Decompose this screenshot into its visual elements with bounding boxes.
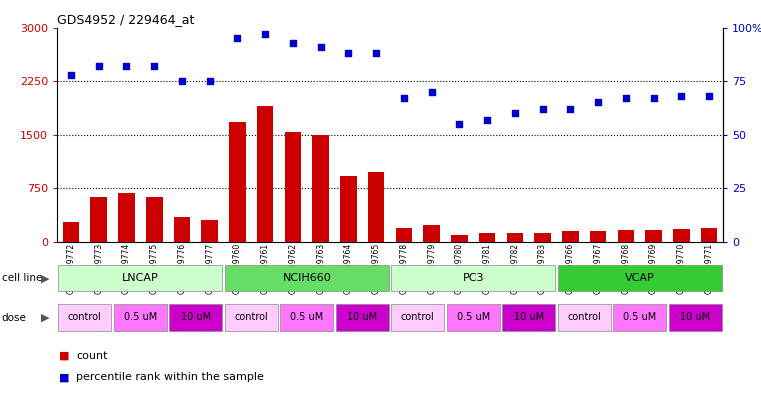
Text: 10 uM: 10 uM <box>514 312 544 322</box>
Text: 10 uM: 10 uM <box>347 312 377 322</box>
Bar <box>645 230 662 242</box>
Point <box>148 63 161 69</box>
Point <box>648 95 660 101</box>
Bar <box>451 235 468 242</box>
Bar <box>202 220 218 242</box>
Bar <box>617 230 634 242</box>
Bar <box>507 233 523 242</box>
Text: 0.5 uM: 0.5 uM <box>124 312 157 322</box>
Bar <box>118 193 135 242</box>
Text: cell line: cell line <box>2 273 42 283</box>
Point <box>592 99 604 106</box>
Point <box>231 35 244 41</box>
Point <box>176 78 188 84</box>
Bar <box>256 106 273 242</box>
Point <box>564 106 576 112</box>
Text: PC3: PC3 <box>463 273 484 283</box>
FancyBboxPatch shape <box>391 265 555 291</box>
Point <box>342 50 355 56</box>
Text: ▶: ▶ <box>41 312 50 323</box>
Point <box>259 31 271 37</box>
Point <box>398 95 410 101</box>
Point <box>425 88 438 95</box>
Point <box>537 106 549 112</box>
Text: 0.5 uM: 0.5 uM <box>623 312 656 322</box>
Text: count: count <box>76 351 107 361</box>
Bar <box>423 225 440 242</box>
Text: GDS4952 / 229464_at: GDS4952 / 229464_at <box>57 13 195 26</box>
FancyBboxPatch shape <box>59 265 222 291</box>
Point <box>93 63 105 69</box>
FancyBboxPatch shape <box>391 304 444 331</box>
Text: LNCAP: LNCAP <box>122 273 159 283</box>
Text: control: control <box>401 312 435 322</box>
Text: ■: ■ <box>59 351 70 361</box>
FancyBboxPatch shape <box>447 304 500 331</box>
FancyBboxPatch shape <box>225 304 278 331</box>
Point <box>454 121 466 127</box>
Bar <box>312 135 329 242</box>
Bar <box>174 217 190 242</box>
Text: 10 uM: 10 uM <box>680 312 710 322</box>
Point <box>509 110 521 116</box>
Bar <box>340 176 357 242</box>
Point <box>703 93 715 99</box>
Point <box>287 39 299 46</box>
Text: ▶: ▶ <box>41 273 50 283</box>
Point <box>65 72 77 78</box>
Bar <box>285 132 301 242</box>
FancyBboxPatch shape <box>59 304 111 331</box>
Bar <box>368 173 384 242</box>
FancyBboxPatch shape <box>225 265 389 291</box>
FancyBboxPatch shape <box>558 265 721 291</box>
FancyBboxPatch shape <box>114 304 167 331</box>
Point <box>120 63 132 69</box>
Text: NCIH660: NCIH660 <box>282 273 331 283</box>
Bar <box>146 197 163 242</box>
FancyBboxPatch shape <box>280 304 333 331</box>
Text: VCAP: VCAP <box>625 273 654 283</box>
Point <box>675 93 687 99</box>
FancyBboxPatch shape <box>613 304 666 331</box>
Bar <box>396 228 412 242</box>
Bar <box>91 197 107 242</box>
Text: 0.5 uM: 0.5 uM <box>457 312 490 322</box>
FancyBboxPatch shape <box>502 304 555 331</box>
Bar <box>229 122 246 242</box>
Text: control: control <box>68 312 102 322</box>
Text: dose: dose <box>2 312 27 323</box>
Point <box>370 50 382 56</box>
Bar <box>701 228 718 242</box>
Point <box>619 95 632 101</box>
Text: control: control <box>234 312 268 322</box>
Text: 10 uM: 10 uM <box>180 312 211 322</box>
Bar <box>562 231 578 242</box>
Text: 0.5 uM: 0.5 uM <box>290 312 323 322</box>
Bar <box>534 233 551 242</box>
Bar <box>673 229 689 242</box>
FancyBboxPatch shape <box>170 304 222 331</box>
Text: percentile rank within the sample: percentile rank within the sample <box>76 372 264 382</box>
FancyBboxPatch shape <box>669 304 721 331</box>
Text: control: control <box>568 312 601 322</box>
FancyBboxPatch shape <box>558 304 610 331</box>
FancyBboxPatch shape <box>336 304 389 331</box>
Point <box>481 116 493 123</box>
Point <box>314 44 326 50</box>
Bar <box>479 233 495 242</box>
Text: ■: ■ <box>59 372 70 382</box>
Point <box>204 78 216 84</box>
Bar <box>62 222 79 242</box>
Bar <box>590 231 607 242</box>
